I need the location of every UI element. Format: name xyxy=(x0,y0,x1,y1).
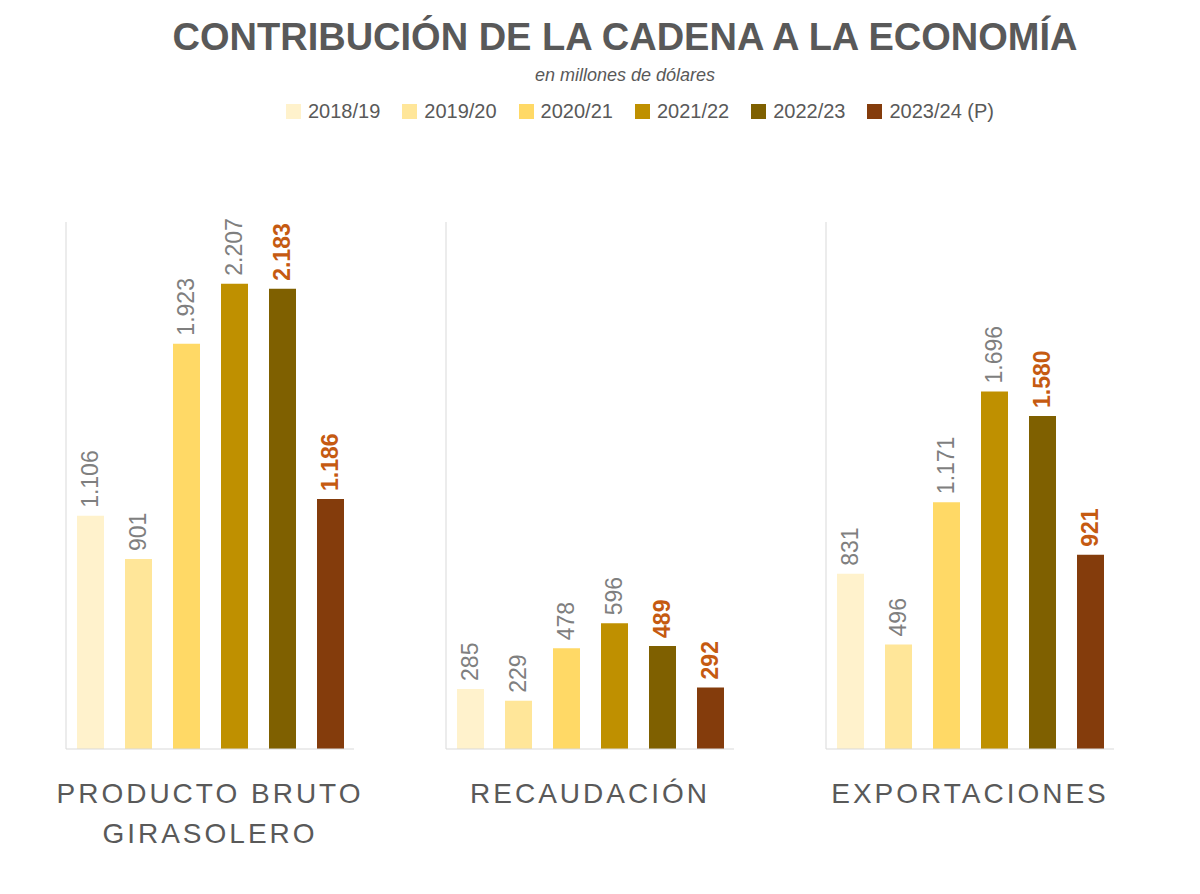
svg-text:1.106: 1.106 xyxy=(78,450,104,508)
svg-text:489: 489 xyxy=(650,600,676,638)
svg-text:1.186: 1.186 xyxy=(318,433,344,491)
html-text:EXPORTACIONES: EXPORTACIONES xyxy=(831,778,1109,809)
svg-text:901: 901 xyxy=(126,513,152,551)
svg-text:1.923: 1.923 xyxy=(174,278,200,336)
html-text:2019/20: 2019/20 xyxy=(424,100,497,122)
svg-text:2.183: 2.183 xyxy=(270,223,296,281)
html-text:2021/22: 2021/22 xyxy=(656,100,730,122)
svg-text:229: 229 xyxy=(506,654,532,692)
svg-text:285: 285 xyxy=(458,643,484,681)
html-text:2022/23: 2022/23 xyxy=(773,100,846,122)
html-text:PRODUCTO BRUTO GIRASOLERO: PRODUCTO BRUTO GIRASOLERO xyxy=(56,778,364,849)
svg-text:1.696: 1.696 xyxy=(982,326,1008,384)
svg-text:292: 292 xyxy=(698,641,724,679)
html-text:en millones de dólares: en millones de dólares xyxy=(534,65,715,85)
svg-text:921: 921 xyxy=(1078,508,1104,547)
svg-text:496: 496 xyxy=(886,598,912,636)
html-text:RECAUDACIÓN: RECAUDACIÓN xyxy=(470,778,710,809)
svg-text:2.207: 2.207 xyxy=(222,218,248,276)
svg-text:596: 596 xyxy=(602,577,628,615)
html-text:2018/19: 2018/19 xyxy=(308,100,381,122)
svg-text:831: 831 xyxy=(838,527,864,565)
svg-text:1.171: 1.171 xyxy=(934,437,960,495)
svg-text:1.580: 1.580 xyxy=(1030,350,1056,408)
svg-text:478: 478 xyxy=(554,602,580,640)
html-text:2020/21: 2020/21 xyxy=(540,100,613,122)
html-text:2023/24 (P): 2023/24 (P) xyxy=(889,100,994,122)
html-text:CONTRIBUCIÓN DE LA CADENA A LA: CONTRIBUCIÓN DE LA CADENA A LA ECONOMÍA xyxy=(172,16,1078,58)
